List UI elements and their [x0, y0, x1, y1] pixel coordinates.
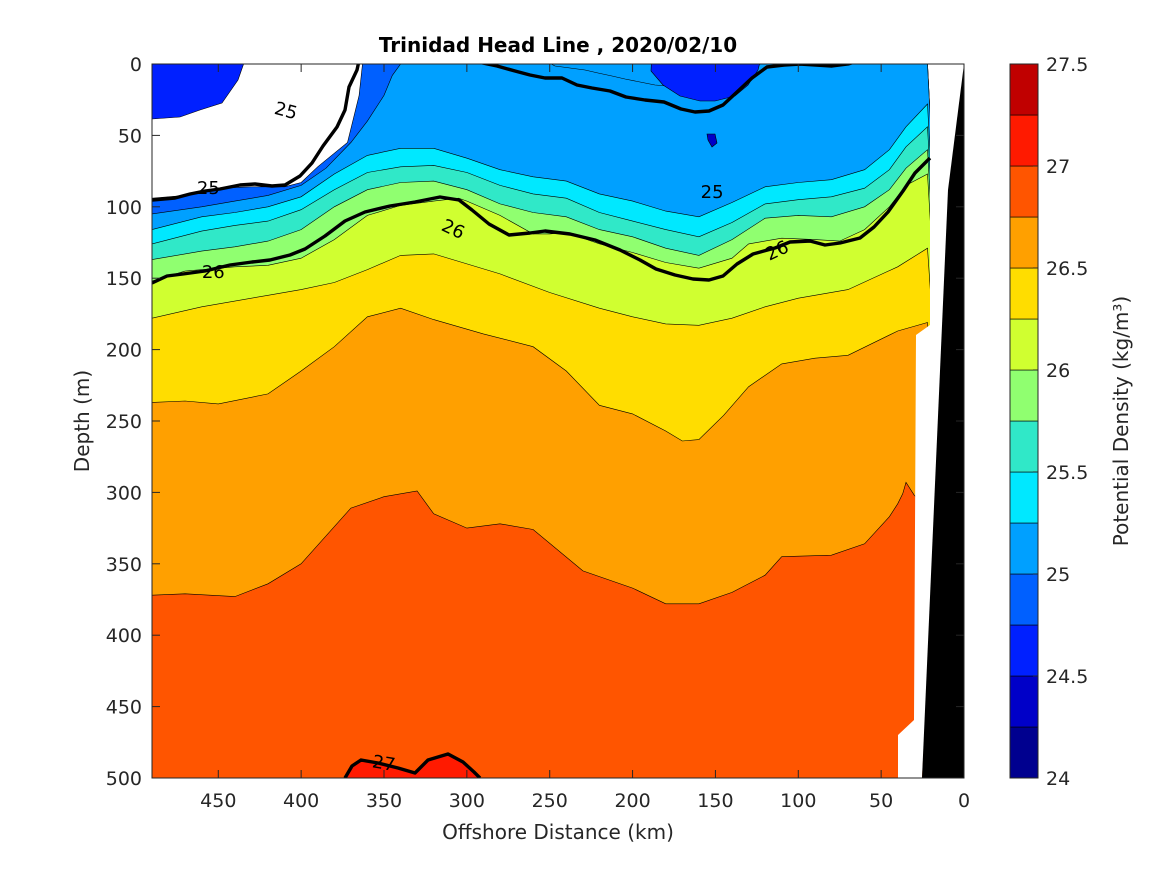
- colorbar-swatch: [1009, 216, 1039, 269]
- y-tick-label: 50: [118, 125, 142, 147]
- contour-25: [152, 64, 361, 202]
- contour-26: [152, 156, 932, 285]
- colorbar-swatch: [1009, 471, 1039, 524]
- y-axis: 0 50 100 150 200 250 300 350 400 450 500: [106, 54, 964, 790]
- colorbar-swatch: [1009, 63, 1039, 116]
- y-tick-label: 250: [106, 411, 142, 433]
- colorbar-tick-label: 24: [1046, 768, 1070, 790]
- y-tick-label: 400: [106, 625, 142, 647]
- x-tick-label: 300: [449, 790, 485, 812]
- x-tick-label: 100: [780, 790, 816, 812]
- colorbar-tick-label: 27: [1046, 156, 1070, 178]
- x-tick-label: 250: [532, 790, 568, 812]
- colorbar-tick-label: 25.5: [1046, 462, 1088, 484]
- y-tick-label: 500: [106, 768, 142, 790]
- colorbar-tick-label: 27.5: [1046, 54, 1088, 76]
- y-tick-label: 100: [106, 197, 142, 219]
- y-tick-label: 450: [106, 697, 142, 719]
- y-tick-label: 300: [106, 482, 142, 504]
- colorbar-swatch: [1009, 726, 1039, 779]
- colorbar-tick-label: 24.5: [1046, 666, 1088, 688]
- colorbar-swatch: [1009, 624, 1039, 677]
- y-tick-label: 200: [106, 340, 142, 362]
- colorbar-swatch: [1009, 267, 1039, 320]
- x-tick-label: 150: [697, 790, 733, 812]
- x-tick-label: 350: [366, 790, 402, 812]
- density-overlays: [152, 64, 762, 778]
- colorbar-swatch: [1009, 675, 1039, 728]
- density-overlay: [650, 64, 760, 102]
- colorbar-swatch: [1009, 114, 1039, 167]
- x-tick-label: 450: [200, 790, 236, 812]
- chart-title: Trinidad Head Line , 2020/02/10: [379, 33, 737, 57]
- colorbar-swatch: [1009, 522, 1039, 575]
- contour-25: [479, 64, 855, 114]
- contour-label: 25: [701, 182, 724, 203]
- density-band: [152, 481, 964, 778]
- x-axis-label: Offshore Distance (km): [442, 820, 674, 844]
- colorbar-frame: [1009, 63, 1039, 779]
- contour-label: 25: [197, 178, 220, 199]
- colorbar-swatch: [1009, 369, 1039, 422]
- density-bands: [152, 64, 964, 778]
- x-tick-label: 50: [869, 790, 893, 812]
- contour-label: 26: [202, 262, 225, 283]
- x-axis: 450 400 350 300 250 200 150 100 50 0: [200, 64, 970, 812]
- colorbar-swatch: [1009, 318, 1039, 371]
- colorbar-tick-label: 26: [1046, 360, 1070, 382]
- x-tick-label: 400: [283, 790, 319, 812]
- x-tick-label: 0: [958, 790, 970, 812]
- colorbar-swatch: [1009, 420, 1039, 473]
- y-tick-label: 350: [106, 554, 142, 576]
- land-mask: [922, 64, 964, 778]
- x-tick-label: 200: [614, 790, 650, 812]
- colorbar: 24 24.5 25 25.5 26 26.5 27 27.5: [1009, 54, 1088, 790]
- colorbar-label: Potential Density (kg/m³): [1109, 296, 1133, 547]
- contour-27: [343, 752, 482, 778]
- colorbar-swatch: [1009, 573, 1039, 626]
- colorbar-tick-label: 25: [1046, 564, 1070, 586]
- y-tick-label: 150: [106, 268, 142, 290]
- land-and-mask: [898, 64, 964, 778]
- y-tick-label: 0: [130, 54, 142, 76]
- colorbar-swatch: [1009, 165, 1039, 218]
- density-overlay: [706, 133, 718, 148]
- colorbar-tick-label: 26.5: [1046, 258, 1088, 280]
- y-axis-label: Depth (m): [70, 370, 94, 472]
- contour-lines: [152, 64, 932, 778]
- density-overlay: [152, 64, 244, 120]
